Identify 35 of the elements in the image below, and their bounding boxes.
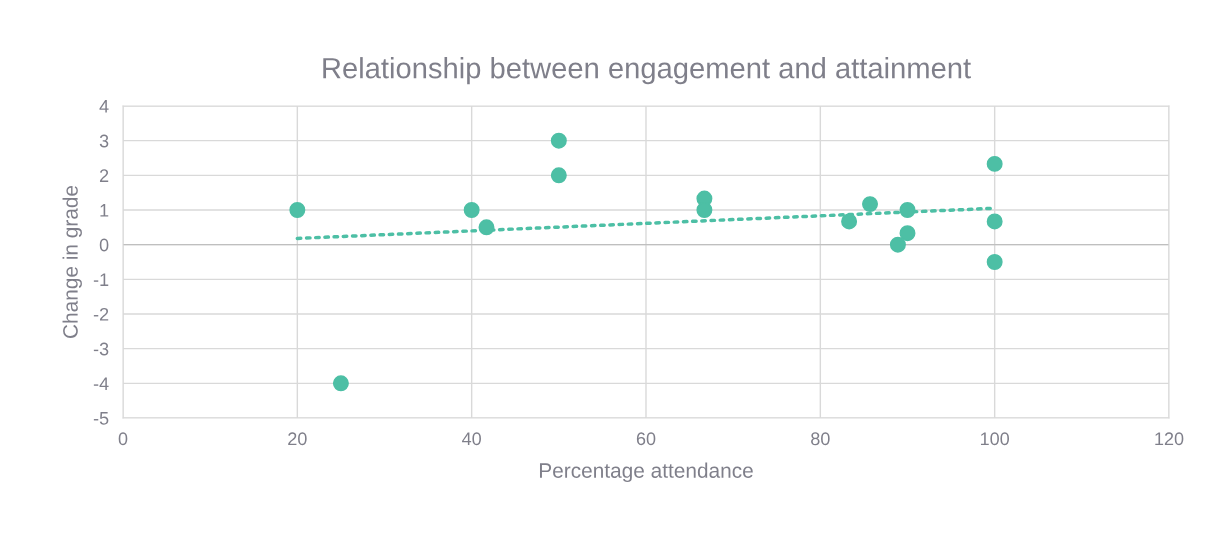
point: [550, 132, 567, 149]
y-tick-label: -4: [93, 377, 109, 390]
point: [986, 155, 1003, 172]
y-tick-label: 4: [99, 100, 109, 113]
y-axis-title: Change in grade: [62, 185, 82, 338]
y-tick-label: 2: [99, 169, 109, 182]
point: [862, 196, 878, 213]
x-tick-label: 20: [288, 432, 307, 446]
point: [986, 213, 1003, 230]
x-tick-label: 60: [636, 432, 656, 446]
y-tick-label: -5: [93, 412, 109, 425]
x-tick-label: 0: [118, 432, 128, 446]
x-tick-label: 100: [980, 432, 1010, 446]
y-tick-label: -1: [93, 273, 109, 286]
y-tick-label: -2: [93, 307, 109, 321]
point: [289, 202, 306, 218]
y-tick-label: 0: [99, 238, 109, 252]
point: [986, 254, 1003, 270]
y-tick-label: 3: [99, 134, 109, 148]
point: [463, 202, 480, 218]
point: [550, 167, 567, 184]
x-tick-label: 80: [811, 432, 830, 446]
x-axis-title: Percentage attendance: [540, 462, 753, 483]
chart-title: Relationship between engagement and attainment: [323, 57, 971, 85]
point: [696, 202, 713, 218]
point: [332, 375, 349, 392]
x-tick-label: 40: [462, 432, 481, 446]
point: [899, 225, 916, 242]
y-tick-label: -3: [93, 342, 109, 356]
point: [478, 219, 495, 236]
point: [841, 213, 858, 230]
point: [889, 236, 906, 253]
y-tick-label: 1: [100, 204, 109, 217]
point: [899, 202, 916, 218]
x-tick-label: 120: [1155, 432, 1184, 446]
